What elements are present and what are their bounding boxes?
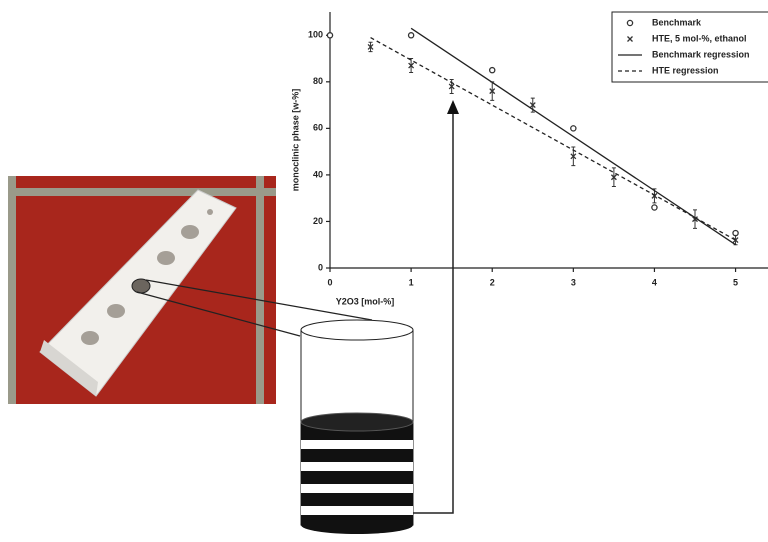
- arrow-line: [413, 112, 454, 514]
- zoom-line: [145, 279, 373, 321]
- data-point: [610, 174, 617, 181]
- cylinder: [300, 319, 414, 534]
- legend-swatch: [627, 36, 633, 42]
- y-tick-label: 100: [308, 30, 323, 40]
- cylinder-top: [300, 319, 414, 341]
- hole: [81, 331, 99, 345]
- x-tick-label: 3: [571, 277, 576, 287]
- data-point: [692, 216, 698, 223]
- data-point: [488, 66, 496, 74]
- y-tick-label: 80: [313, 76, 323, 86]
- stack-top: [300, 412, 414, 432]
- cylinder-bottom: [301, 516, 413, 534]
- arrow: [413, 100, 459, 514]
- data-point: [570, 153, 577, 160]
- x-tick-label: 4: [652, 277, 657, 287]
- stripe: [301, 440, 413, 449]
- data-point: [529, 102, 536, 109]
- data-point: [326, 32, 334, 39]
- hole: [157, 251, 175, 265]
- data-point: [651, 204, 658, 211]
- zoom-line: [136, 291, 301, 337]
- y-tick-label: 40: [313, 169, 323, 179]
- data-point: [732, 229, 739, 237]
- legend-label: HTE, 5 mol-%, ethanol: [652, 33, 747, 43]
- arrow-head: [447, 100, 459, 114]
- legend: Benchmark HTE, 5 mol-%, ethanol Benchmark …: [611, 11, 768, 83]
- data-point: [489, 88, 496, 95]
- stripe: [301, 484, 413, 493]
- data-point: [570, 125, 577, 132]
- legend-swatch: [626, 19, 634, 27]
- hole: [107, 304, 125, 318]
- y-tick-label: 20: [313, 216, 323, 226]
- block-side: [40, 340, 98, 396]
- legend-label: HTE regression: [652, 65, 719, 75]
- legend-label: Benchmark: [652, 17, 702, 27]
- frame-bar: [256, 176, 264, 404]
- y-tick-label: 60: [313, 123, 323, 133]
- hole: [181, 225, 199, 239]
- stripe: [301, 462, 413, 471]
- x-tick-label: 1: [409, 277, 414, 287]
- x-axis-label: Y2O3 [mol-%]: [336, 296, 395, 306]
- frame-bar: [8, 176, 16, 404]
- regression-line: [410, 27, 736, 246]
- x-tick-label: 2: [490, 277, 495, 287]
- data-point: [367, 43, 374, 50]
- data-point: [408, 62, 415, 69]
- data-point: [407, 32, 415, 39]
- y-axis-label: monoclinic phase [w-%]: [290, 89, 300, 192]
- data-point: [448, 83, 455, 90]
- x-tick-label: 0: [327, 277, 332, 287]
- frame-bar: [8, 188, 276, 196]
- legend-label: Benchmark regression: [652, 49, 750, 59]
- y-tick-label: 0: [318, 262, 323, 272]
- photo: [8, 176, 276, 404]
- stripe: [301, 506, 413, 515]
- hole: [131, 278, 151, 294]
- hole: [207, 209, 213, 215]
- x-tick-label: 5: [733, 277, 738, 287]
- zoom-lines: [136, 279, 373, 337]
- legend-box: [611, 11, 768, 83]
